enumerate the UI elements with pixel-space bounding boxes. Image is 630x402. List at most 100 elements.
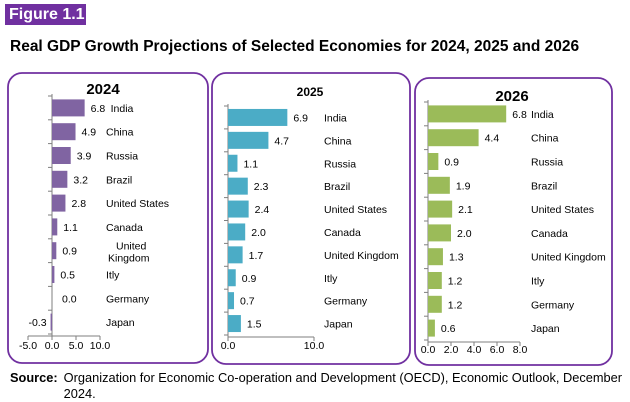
data-label: 1.2 — [448, 276, 463, 288]
panel-frame — [211, 72, 411, 365]
category-label: Russia — [324, 158, 356, 170]
category-label: India — [324, 112, 347, 124]
bar-united-kingdom — [228, 246, 243, 264]
data-label: 4.9 — [82, 127, 97, 139]
data-label: 0.6 — [441, 323, 456, 335]
category-label: Brazil — [531, 180, 557, 192]
category-label: Japan — [531, 323, 560, 335]
bar-germany — [228, 292, 235, 310]
category-label: United States — [531, 204, 594, 216]
data-label: 0.7 — [240, 296, 255, 308]
panel-title: 2025 — [297, 85, 324, 99]
bar-china — [52, 123, 76, 141]
category-label: Germany — [106, 293, 150, 305]
value-tick-label: 10.0 — [90, 340, 111, 352]
data-label: 6.9 — [293, 112, 308, 124]
data-label: 2.0 — [251, 227, 266, 239]
chart-panel-2026: 2026 0.0 2.0 4.0 6.0 8.0 6.8 India 4.4 China 0.9 Ru… — [414, 77, 613, 366]
category-label: United States — [324, 204, 387, 216]
data-label: 3.9 — [77, 151, 92, 163]
data-label: 1.1 — [63, 222, 78, 234]
bar-india — [52, 99, 85, 117]
data-label: 2.8 — [71, 198, 86, 210]
category-label: Germany — [324, 296, 368, 308]
category-label: United States — [106, 198, 169, 210]
category-label: China — [531, 133, 559, 145]
source-text: Organization for Economic Co-operation a… — [63, 370, 622, 401]
source-label: Source: — [10, 370, 58, 385]
bar-canada — [52, 218, 58, 236]
bar-itly — [228, 269, 236, 287]
category-label: Itly — [106, 270, 120, 282]
category-label: United Kingdom — [108, 241, 150, 265]
bar-brazil — [52, 170, 68, 188]
category-label: Russia — [106, 151, 138, 163]
bar-united-kingdom — [428, 248, 443, 266]
bar-itly — [52, 266, 55, 283]
category-label: Canada — [324, 227, 361, 239]
category-label: Canada — [531, 228, 568, 240]
category-label: India — [111, 103, 134, 115]
bar-japan — [228, 315, 241, 333]
value-tick-label: -5.0 — [19, 340, 37, 352]
category-label: Itly — [324, 273, 338, 285]
data-label: 2.3 — [254, 181, 269, 193]
bar-china — [228, 131, 269, 149]
panel-frame — [7, 72, 209, 364]
data-label: 4.7 — [274, 135, 289, 147]
data-label: 1.7 — [249, 250, 264, 262]
category-label: Russia — [531, 157, 563, 169]
bar-brazil — [228, 177, 248, 195]
data-label: 1.1 — [243, 158, 258, 170]
category-label: Brazil — [324, 181, 350, 193]
figure-title: Real GDP Growth Projections of Selected … — [10, 38, 580, 55]
bar-canada — [228, 223, 246, 241]
charts-canvas: 2024 -5.0 0.0 5.0 10.0 6.8 India 4.9 China 3.9 Rus… — [7, 72, 613, 366]
category-label: United Kingdom — [324, 250, 399, 262]
category-label: Itly — [531, 276, 545, 288]
data-label: 1.3 — [449, 252, 464, 264]
category-label: China — [106, 127, 134, 139]
category-label: Brazil — [106, 174, 132, 186]
bar-india — [228, 108, 288, 126]
value-tick-label: 8.0 — [513, 344, 528, 356]
bar-united-states — [52, 194, 66, 212]
data-label: 0.9 — [242, 273, 257, 285]
bar-united-states — [228, 200, 249, 218]
bar-brazil — [428, 176, 450, 194]
bar-russia — [52, 147, 71, 164]
value-tick-label: 2.0 — [444, 344, 459, 356]
bar-japan — [50, 313, 53, 331]
category-label: Japan — [106, 317, 135, 329]
bar-russia — [428, 153, 439, 170]
data-label: 0.9 — [62, 246, 77, 258]
data-label: 2.1 — [458, 204, 473, 216]
data-label: 6.8 — [91, 103, 106, 115]
bar-india — [428, 105, 507, 123]
value-tick-label: 0.0 — [221, 340, 236, 352]
value-tick-label: 4.0 — [467, 344, 482, 356]
category-label: India — [531, 109, 554, 121]
panel-frame — [414, 77, 613, 366]
bar-united-states — [428, 200, 453, 218]
figure-label: Figure 1.1 — [5, 4, 86, 25]
value-tick-label: 0.0 — [421, 344, 436, 356]
chart-panel-2024: 2024 -5.0 0.0 5.0 10.0 6.8 India 4.9 China 3.9 Rus… — [7, 72, 209, 364]
category-label: United Kingdom — [531, 252, 606, 264]
value-tick-label: 0.0 — [45, 340, 60, 352]
data-label: 1.2 — [448, 299, 463, 311]
data-label: 6.8 — [512, 109, 527, 121]
data-label: 4.4 — [485, 133, 500, 145]
bar-china — [428, 129, 479, 147]
data-label: 2.0 — [457, 228, 472, 240]
data-label: 3.2 — [73, 174, 88, 186]
panel-title: 2026 — [495, 88, 528, 105]
bar-itly — [428, 272, 442, 289]
data-label: -0.3 — [28, 317, 46, 329]
bar-germany — [428, 295, 442, 313]
chart-panel-2025: 2025 0.0 10.0 6.9 India 4.7 China 1.1 Russia 2.3 B… — [211, 72, 411, 365]
panel-title: 2024 — [86, 81, 120, 98]
value-tick-label: 5.0 — [69, 340, 84, 352]
value-tick-label: 6.0 — [490, 344, 505, 356]
bar-japan — [428, 319, 435, 337]
